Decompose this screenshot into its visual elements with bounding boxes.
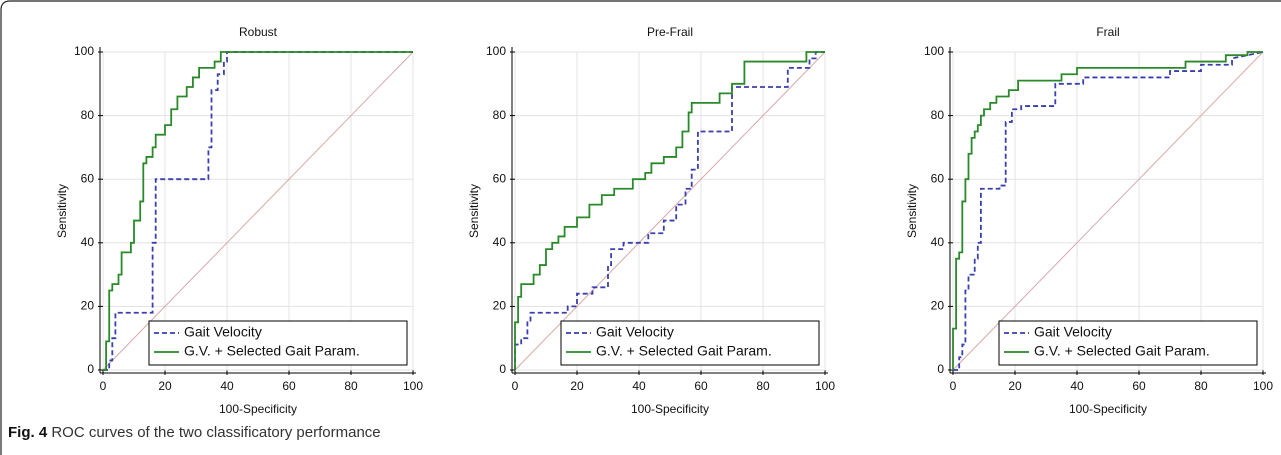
y-axis-title: Sensitivity (467, 184, 481, 238)
y-tick-label: 40 (931, 235, 945, 249)
reference-line (102, 51, 414, 371)
y-tick-label: 20 (931, 299, 945, 313)
x-axis-title: 100-Specificity (219, 402, 297, 416)
x-tick-label: 0 (512, 379, 519, 393)
y-axis-title: Sensitivity (55, 184, 69, 238)
roc-line (953, 51, 1264, 371)
legend-label: G.V. + Selected Gait Param. (1034, 343, 1210, 359)
chart: Robust 100-Specificity Sensitivity 0 20 40 60 8… (55, 25, 423, 416)
x-tick-label: 40 (1070, 379, 1084, 393)
x-tick-label: 40 (632, 379, 646, 393)
y-tick-label: 20 (81, 299, 95, 313)
x-tick-label: 0 (950, 379, 957, 393)
legend-label: G.V. + Selected Gait Param. (184, 343, 360, 359)
x-tick-label: 100 (1253, 379, 1273, 393)
x-tick-label: 100 (403, 379, 423, 393)
caption: Fig. 4 ROC curves of the two classificat… (8, 424, 381, 441)
legend-label: Gait Velocity (596, 324, 674, 340)
y-tick-label: 60 (931, 171, 945, 185)
x-tick-label: 60 (1132, 379, 1146, 393)
y-tick-label: 0 (499, 362, 506, 376)
caption-text: ROC curves of the two classificatory per… (51, 424, 381, 441)
x-tick-label: 60 (282, 379, 296, 393)
roc-line (514, 51, 825, 370)
chart: Pre-Frail 100-Specificity Sensitivity 0 20 40… (467, 25, 835, 416)
x-axis-title: 100-Specificity (631, 402, 709, 416)
chart-title: Robust (239, 25, 278, 39)
x-tick-label: 40 (220, 379, 234, 393)
legend-box (148, 320, 408, 366)
legend-box (998, 320, 1258, 366)
y-tick-label: 0 (87, 362, 94, 376)
chart-title: Frail (1096, 25, 1119, 39)
y-tick-label: 40 (493, 235, 507, 249)
x-tick-label: 20 (158, 379, 172, 393)
roc-line (514, 51, 825, 370)
legend-box (560, 320, 820, 366)
x-tick-label: 20 (570, 379, 584, 393)
chart: Frail 100-Specificity Sensitivity 0 20 40 60 80… (905, 25, 1273, 416)
x-tick-label: 80 (1194, 379, 1208, 393)
y-tick-label: 40 (81, 235, 95, 249)
x-tick-label: 60 (694, 379, 708, 393)
legend-label: Gait Velocity (184, 324, 262, 340)
y-tick-label: 80 (931, 108, 945, 122)
y-tick-label: 60 (81, 171, 95, 185)
y-tick-label: 80 (493, 108, 507, 122)
y-axis-title: Sensitivity (905, 184, 919, 238)
reference-line (514, 51, 826, 371)
x-tick-label: 80 (344, 379, 358, 393)
x-tick-label: 0 (100, 379, 107, 393)
legend-label: Gait Velocity (1034, 324, 1112, 340)
y-tick-label: 100 (486, 44, 506, 58)
chart-title: Pre-Frail (647, 25, 693, 39)
x-tick-label: 80 (756, 379, 770, 393)
x-tick-label: 100 (815, 379, 835, 393)
y-tick-label: 60 (493, 171, 507, 185)
y-tick-label: 20 (493, 299, 507, 313)
reference-line (952, 51, 1264, 371)
y-tick-label: 100 (924, 44, 944, 58)
caption-label: Fig. 4 (8, 424, 48, 441)
x-axis-title: 100-Specificity (1069, 402, 1147, 416)
roc-line (952, 51, 1263, 370)
roc-line (103, 51, 413, 371)
x-tick-label: 20 (1008, 379, 1022, 393)
y-tick-label: 80 (81, 108, 95, 122)
legend-label: G.V. + Selected Gait Param. (596, 343, 772, 359)
y-tick-label: 100 (74, 44, 94, 58)
y-tick-label: 0 (937, 362, 944, 376)
